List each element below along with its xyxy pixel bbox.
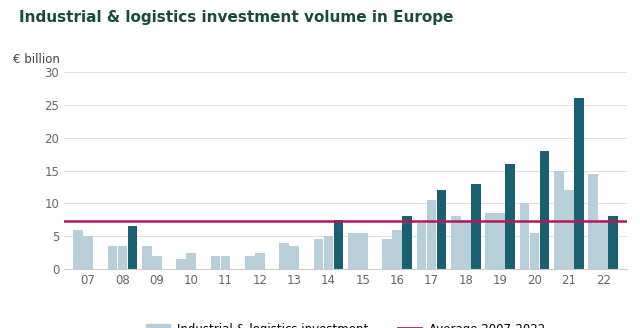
Bar xyxy=(186,253,196,269)
Bar xyxy=(598,220,608,269)
Bar xyxy=(314,239,323,269)
Bar xyxy=(211,256,220,269)
Bar xyxy=(608,216,618,269)
Bar xyxy=(333,220,343,269)
Bar xyxy=(118,246,127,269)
Bar xyxy=(427,200,436,269)
Bar xyxy=(506,164,515,269)
Bar xyxy=(574,98,584,269)
Bar xyxy=(554,171,564,269)
Bar xyxy=(564,190,573,269)
Bar xyxy=(221,256,230,269)
Bar xyxy=(83,236,93,269)
Bar xyxy=(255,253,264,269)
Legend: Industrial & logistics investment, Average 2007-2022: Industrial & logistics investment, Avera… xyxy=(141,318,550,328)
Bar xyxy=(358,233,367,269)
Text: € billion: € billion xyxy=(13,53,60,66)
Bar xyxy=(520,203,529,269)
Bar xyxy=(289,246,299,269)
Bar xyxy=(485,213,495,269)
Bar xyxy=(73,230,83,269)
Bar xyxy=(392,230,402,269)
Bar xyxy=(324,236,333,269)
Bar xyxy=(588,174,598,269)
Bar xyxy=(348,233,358,269)
Bar xyxy=(279,243,289,269)
Bar xyxy=(152,256,161,269)
Bar xyxy=(108,246,117,269)
Bar xyxy=(382,239,392,269)
Bar xyxy=(142,246,152,269)
Bar xyxy=(417,223,426,269)
Text: Industrial & logistics investment volume in Europe: Industrial & logistics investment volume… xyxy=(19,10,454,25)
Bar xyxy=(176,259,186,269)
Bar xyxy=(403,216,412,269)
Bar xyxy=(461,220,470,269)
Bar xyxy=(245,256,255,269)
Bar xyxy=(530,233,540,269)
Bar xyxy=(436,190,446,269)
Bar xyxy=(540,151,549,269)
Bar xyxy=(127,226,137,269)
Bar xyxy=(451,216,461,269)
Bar xyxy=(471,184,481,269)
Bar xyxy=(495,213,505,269)
